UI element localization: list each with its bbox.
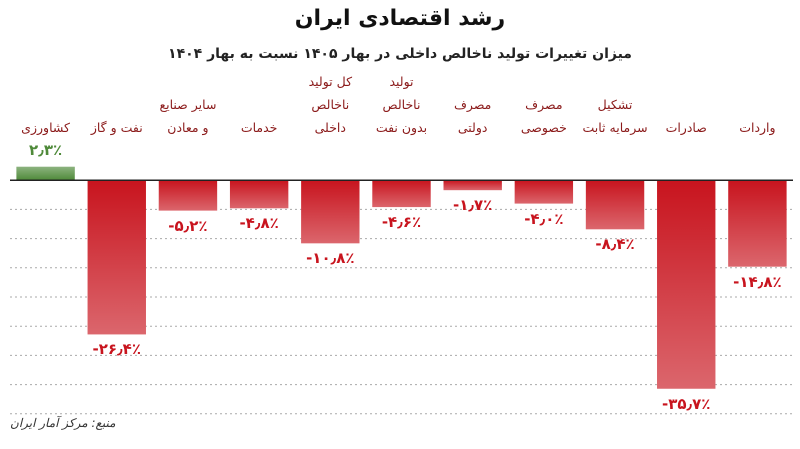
category-label: مصرف خصوصی [520, 97, 567, 135]
value-label: -۱۰٫۸٪ [306, 249, 355, 268]
category-label: نفت و گاز [90, 120, 143, 135]
source-note: منبع: مرکز آمار ایران [10, 416, 116, 430]
category-label: مصرف دولتی [453, 97, 492, 135]
value-label: -۴٫۸٪ [239, 214, 279, 233]
value-label: -۱٫۷٪ [453, 196, 493, 215]
bar-shine [657, 180, 716, 389]
bar-shine [87, 180, 146, 335]
category-label: صادرات [665, 120, 707, 135]
category-label: تشکیل سرمایه ثابت [582, 97, 648, 135]
category-label: کل تولید ناخالص داخلی [308, 74, 353, 135]
bar-shine [372, 180, 431, 208]
value-label: -۳۵٫۷٪ [661, 394, 711, 413]
category-label: کشاورزی [21, 120, 70, 135]
bar-shine [229, 180, 289, 209]
value-label: ۲٫۳٪ [29, 140, 63, 159]
bar-shine [514, 180, 574, 204]
value-label: -۱۴٫۸٪ [733, 272, 782, 291]
category-label: واردات [739, 120, 776, 135]
chart-subtitle: میزان تغییرات تولید ناخالص داخلی در بهار… [168, 46, 632, 62]
value-label: -۲۶٫۴٪ [92, 340, 141, 359]
bar-shine [301, 180, 360, 244]
bar-shine [158, 180, 218, 211]
category-label: سایر صنایع و معادن [159, 97, 217, 135]
value-label: -۴٫۰٪ [524, 209, 564, 228]
bar-shine [728, 180, 787, 267]
category-label: تولید ناخالص بدون نفت [375, 74, 428, 135]
value-label: -۴٫۶٪ [381, 213, 422, 232]
category-label: خدمات [240, 120, 278, 135]
value-label: -۵٫۲٪ [168, 216, 208, 235]
bar-shine [16, 166, 75, 181]
bar-shine [585, 180, 645, 230]
chart-title: رشد اقتصادی ایران [294, 6, 506, 31]
bar-shine [443, 180, 502, 191]
value-label: -۸٫۴٪ [595, 235, 635, 254]
